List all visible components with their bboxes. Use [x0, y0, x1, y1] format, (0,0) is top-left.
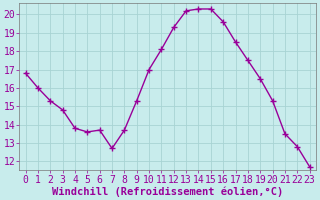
X-axis label: Windchill (Refroidissement éolien,°C): Windchill (Refroidissement éolien,°C)	[52, 186, 283, 197]
